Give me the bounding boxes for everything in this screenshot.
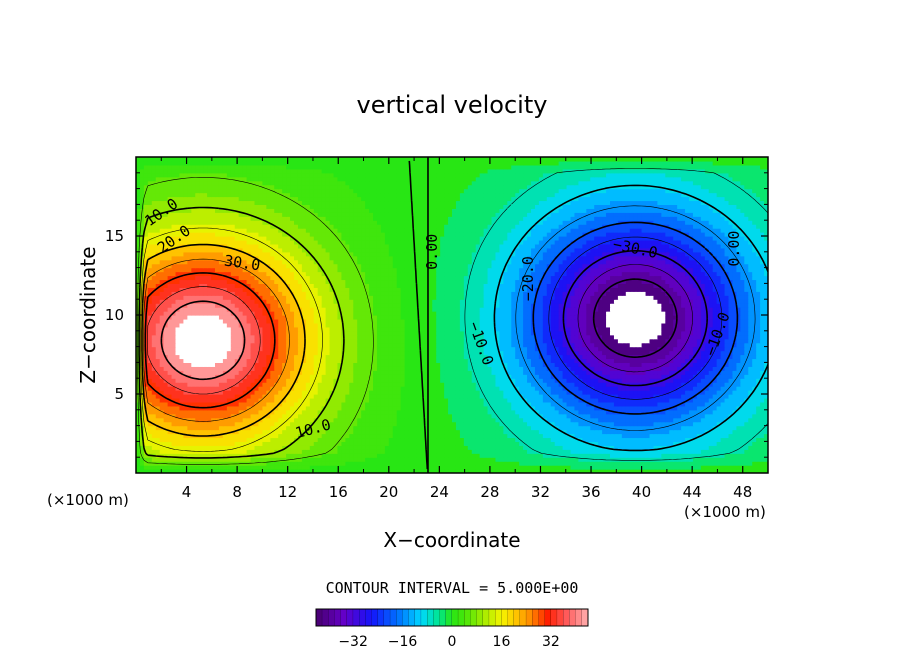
colorbar-swatch — [550, 609, 558, 626]
x-tick-label: 8 — [232, 483, 242, 501]
contour-line — [548, 236, 723, 400]
colorbar-swatch — [384, 609, 391, 626]
contour-line — [141, 243, 306, 437]
contour-line — [464, 168, 768, 461]
z-unit-label: (×1000 m) — [47, 491, 129, 509]
contour-line — [577, 264, 693, 373]
contour-line — [532, 221, 739, 415]
colorbar-swatch — [433, 609, 441, 626]
colorbar-swatch — [346, 609, 354, 626]
colorbar-swatch — [371, 609, 379, 626]
chart-title: vertical velocity — [357, 91, 548, 119]
x-tick-label: 24 — [430, 483, 449, 501]
colorbar-swatch — [377, 609, 385, 626]
colorbar-swatch — [340, 609, 348, 626]
colorbar-swatch — [501, 609, 509, 626]
y-axis: 5 10 15 — [105, 172, 768, 458]
y-axis-label: Z−coordinate — [76, 246, 100, 383]
colorbar-swatch — [557, 609, 564, 626]
colorbar-swatch — [575, 609, 583, 626]
x-tick-label: 20 — [379, 483, 398, 501]
x-tick-label: 48 — [733, 483, 752, 501]
contour-line — [160, 300, 246, 381]
colorbar-swatch — [421, 609, 428, 626]
contour-line — [138, 206, 345, 459]
colorbar-swatch — [328, 609, 335, 626]
colorbar-swatch — [482, 609, 490, 626]
y-tick-label: 5 — [114, 385, 124, 403]
contour-label: 0.00 — [423, 234, 441, 270]
colorbar-swatch — [538, 609, 546, 626]
colorbar-tick-label: 16 — [493, 634, 511, 650]
x-tick-label: 40 — [632, 483, 651, 501]
contour-line — [144, 272, 276, 409]
colorbar-swatch — [544, 609, 552, 626]
x-tick-label: 4 — [182, 483, 192, 501]
colorbar-swatch — [408, 609, 416, 626]
colorbar-swatch — [581, 609, 589, 626]
contour-line — [140, 227, 323, 452]
x-tick-label: 28 — [480, 483, 499, 501]
contour-line — [592, 278, 678, 358]
x-tick-label: 44 — [683, 483, 702, 501]
colorbar-tick-label: 0 — [448, 634, 457, 650]
contour-line — [137, 177, 374, 465]
colorbar-swatch — [470, 609, 478, 626]
colorbar — [315, 608, 589, 627]
colorbar-swatch — [439, 609, 447, 626]
colorbar-swatch — [526, 609, 533, 626]
contour-line — [515, 205, 756, 431]
colorbar-swatch — [532, 609, 539, 626]
colorbar-frame — [315, 608, 589, 627]
colorbar-swatch — [396, 609, 403, 626]
colorbar-swatch — [513, 609, 521, 626]
contour-label: 30.0 — [223, 251, 261, 274]
x-unit-label: (×1000 m) — [684, 503, 766, 521]
colorbar-swatch — [458, 609, 465, 626]
contour-lines — [137, 157, 768, 473]
colorbar-ticks: −32 −16 0 16 32 — [338, 634, 560, 650]
colorbar-swatch — [569, 609, 577, 626]
colorbar-swatch — [427, 609, 434, 626]
colorbar-swatch — [334, 609, 342, 626]
x-tick-label: 12 — [278, 483, 297, 501]
colorbar-swatch — [353, 609, 360, 626]
colorbar-tick-label: −16 — [388, 634, 418, 650]
contour-line — [143, 258, 290, 422]
colorbar-swatch — [322, 609, 329, 626]
contour-line — [562, 250, 708, 387]
colorbar-tick-label: 32 — [542, 634, 560, 650]
x-tick-label: 16 — [329, 483, 348, 501]
x-axis: 4 8 12 16 20 24 28 32 36 40 44 48 — [160, 157, 752, 501]
colorbar-tick-label: −32 — [338, 634, 368, 650]
colorbar-swatch — [402, 609, 410, 626]
contour-label: 0.00 — [725, 231, 743, 267]
colorbar-swatch — [452, 609, 459, 626]
colorbar-swatch — [489, 609, 496, 626]
contour-interval-label: CONTOUR INTERVAL = 5.000E+00 — [326, 579, 579, 597]
colorbar-swatch — [476, 609, 484, 626]
colorbar-swatch — [495, 609, 502, 626]
colorbar-swatch — [365, 609, 373, 626]
colorbar-swatch — [464, 609, 471, 626]
contour-label: −20.0 — [519, 256, 537, 301]
colorbar-swatch — [563, 609, 570, 626]
x-tick-label: 32 — [531, 483, 550, 501]
colorbar-swatch — [445, 609, 453, 626]
contour-line — [147, 286, 261, 395]
colorbar-swatch — [316, 609, 323, 626]
colorbar-swatch — [507, 609, 515, 626]
contour-field — [136, 157, 768, 473]
colorbar-swatch — [520, 609, 527, 626]
colorbar-swatch — [414, 609, 422, 626]
x-tick-label: 36 — [581, 483, 600, 501]
colorbar-swatch — [390, 609, 397, 626]
x-axis-label: X−coordinate — [383, 528, 520, 552]
y-tick-label: 10 — [105, 306, 124, 324]
y-tick-label: 15 — [105, 227, 124, 245]
colorbar-swatch — [359, 609, 366, 626]
